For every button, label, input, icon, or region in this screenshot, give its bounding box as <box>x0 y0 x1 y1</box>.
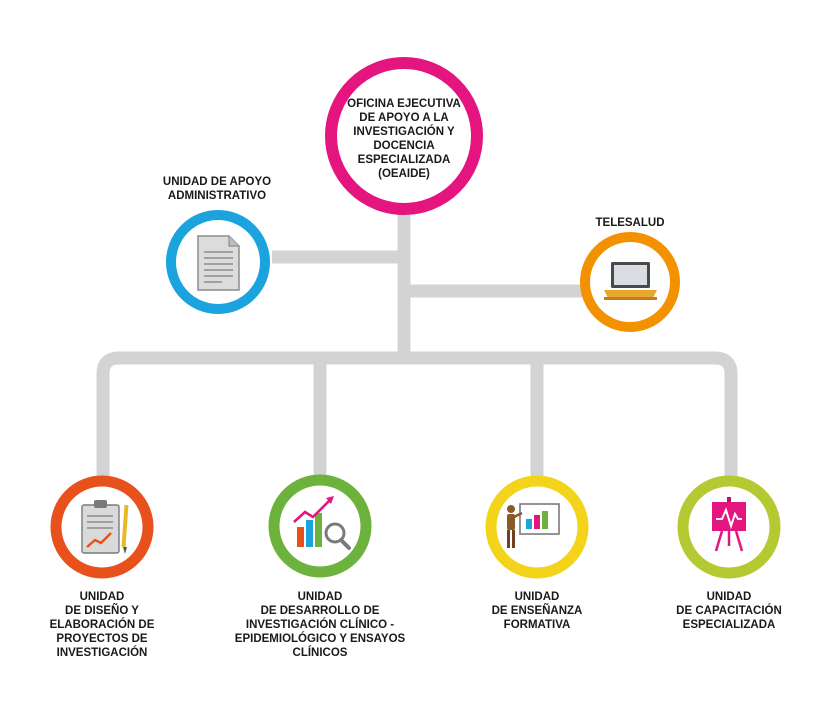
telesalud-node-label: TELESALUD <box>595 217 665 229</box>
laptop-icon <box>604 262 657 300</box>
growth-chart-magnifier-icon <box>293 496 351 550</box>
admin-node <box>166 210 270 314</box>
unit-label-3: UNIDAD DE ENSEÑANZA FORMATIVA <box>491 591 583 631</box>
connectors <box>96 205 738 480</box>
easel-chart-icon <box>712 497 746 552</box>
unit-node-3 <box>485 475 589 579</box>
telesalud-node <box>580 232 680 332</box>
top-node-circle <box>325 57 483 215</box>
admin-node-label: UNIDAD DE APOYO ADMINISTRATIVO <box>162 176 272 202</box>
top-node-label: OFICINA EJECUTIVA DE APOYO A LA INVESTIG… <box>347 98 461 180</box>
teacher-presentation-icon <box>507 503 560 548</box>
unit-label-1: UNIDAD DE DISEÑO Y ELABORACIÓN DE PROYEC… <box>49 591 155 659</box>
document-icon <box>197 235 240 291</box>
unit-node-4 <box>677 475 781 579</box>
unit-node-2 <box>268 474 372 578</box>
unit-node-1 <box>50 475 154 579</box>
unit-label-4: UNIDAD DE CAPACITACIÓN ESPECIALIZADA <box>676 591 782 631</box>
bottom-bus-line <box>96 351 738 480</box>
clipboard-chart-icon <box>81 500 129 554</box>
unit-label-2: UNIDAD DE DESARROLLO DE INVESTIGACIÓN CL… <box>234 591 406 659</box>
